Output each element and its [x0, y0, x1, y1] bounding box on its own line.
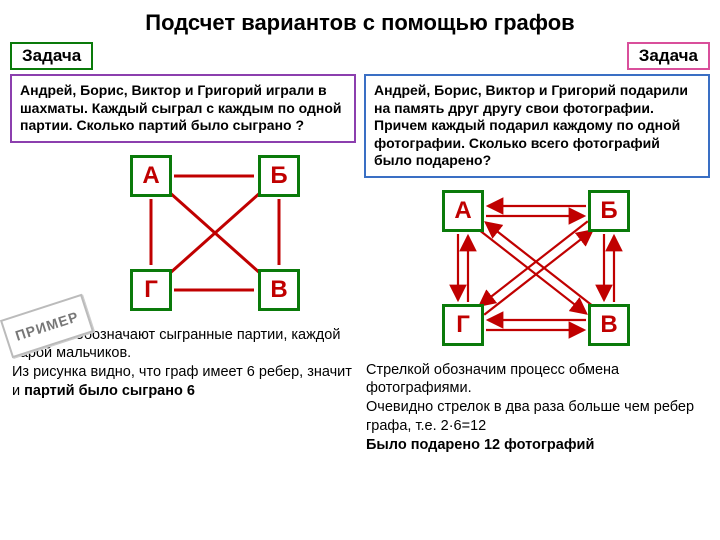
right-column: Задача Андрей, Борис, Виктор и Григорий …: [364, 42, 710, 455]
left-graph: А Б Г В: [10, 149, 356, 324]
graph-node-V: В: [258, 269, 300, 311]
right-task-label: Задача: [627, 42, 710, 70]
right-graph: А Б Г В: [364, 184, 710, 359]
graph-node-V: В: [588, 304, 630, 346]
graph-node-B: Б: [258, 155, 300, 197]
graph-node-A: А: [442, 190, 484, 232]
graph-node-B: Б: [588, 190, 630, 232]
right-explanation: Стрелкой обозначим процесс обмена фотогр…: [364, 359, 710, 455]
graph-node-A: А: [130, 155, 172, 197]
right-graph-edges: [364, 184, 710, 359]
left-column: Задача Андрей, Борис, Виктор и Григорий …: [10, 42, 356, 455]
graph-node-G: Г: [130, 269, 172, 311]
page-title: Подсчет вариантов с помощью графов: [0, 0, 720, 42]
graph-node-G: Г: [442, 304, 484, 346]
left-graph-edges: [10, 149, 356, 324]
left-problem-box: Андрей, Борис, Виктор и Григорий играли …: [10, 74, 356, 143]
right-problem-box: Андрей, Борис, Виктор и Григорий подарил…: [364, 74, 710, 178]
left-task-label: Задача: [10, 42, 93, 70]
columns: Задача Андрей, Борис, Виктор и Григорий …: [0, 42, 720, 455]
